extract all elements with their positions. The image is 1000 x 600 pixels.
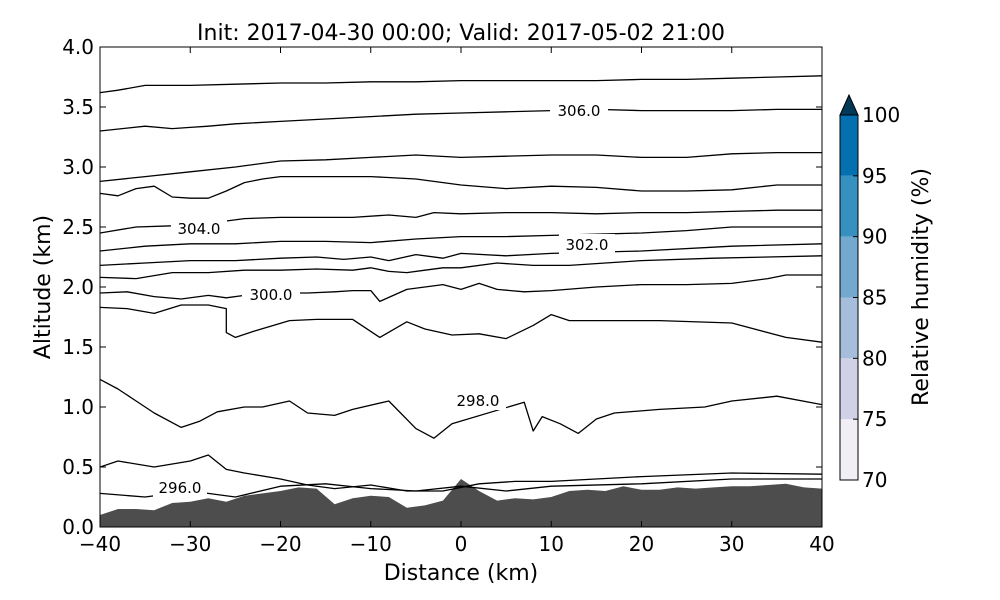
x-tick-label: −10 (350, 532, 392, 556)
contour-label-296: 296.0 (159, 479, 202, 497)
y-tick-label: 0.0 (62, 515, 94, 539)
plot-area: 306.0 304.0 302.0 300.0 298.0 296.0 −40−… (62, 35, 835, 556)
chart-title: Init: 2017-04-30 00:00; Valid: 2017-05-0… (197, 21, 725, 46)
isentrope-line-4 (100, 274, 822, 303)
x-tick-label: 30 (719, 532, 744, 556)
colorbar-segment (840, 419, 858, 480)
colorbar-segment (840, 358, 858, 420)
contour-labels: 306.0 304.0 302.0 300.0 298.0 296.0 (153, 100, 615, 497)
isentrope-line-9 (100, 175, 822, 199)
y-axis: 0.0 0.5 1.0 1.5 2.0 2.5 3.0 3.5 4.0 (62, 35, 822, 539)
x-tick-label: 10 (539, 532, 564, 556)
colorbar-tick-label: 70 (862, 468, 887, 492)
contour-label-302: 302.0 (566, 236, 609, 254)
y-axis-label: Altitude (km) (31, 215, 56, 359)
x-tick-label: −20 (259, 532, 301, 556)
y-tick-label: 2.0 (62, 275, 94, 299)
contour-label-298: 298.0 (457, 392, 500, 410)
isentrope-line-12 (100, 75, 822, 94)
contour-label-304: 304.0 (178, 220, 221, 238)
x-tick-label: −40 (79, 532, 121, 556)
isentrope-line-1 (100, 454, 822, 492)
colorbar-label: Relative humidity (%) (909, 168, 934, 406)
y-tick-label: 1.5 (62, 335, 94, 359)
isentrope-line-7 (100, 226, 822, 252)
colorbar: 70 75 80 85 90 95 100 (839, 93, 900, 492)
x-tick-label: 40 (809, 532, 834, 556)
isentrope-lines (100, 75, 822, 498)
y-tick-label: 0.5 (62, 455, 94, 479)
colorbar-tick-label: 100 (862, 103, 900, 127)
y-tick-label: 3.0 (62, 155, 94, 179)
colorbar-segment (840, 175, 858, 237)
colorbar-segment (840, 236, 858, 298)
isentrope-line-3 (100, 304, 822, 343)
y-tick-label: 2.5 (62, 215, 94, 239)
x-axis-label: Distance (km) (384, 561, 539, 586)
colorbar-tick-label: 90 (862, 225, 887, 249)
y-tick-label: 1.0 (62, 395, 94, 419)
colorbar-tick-label: 95 (862, 164, 887, 188)
colorbar-tick-label: 75 (862, 407, 887, 431)
isentrope-line-10 (100, 151, 822, 183)
x-tick-label: 0 (455, 532, 468, 556)
isentrope-line-6 (100, 243, 822, 267)
y-tick-label: 3.5 (62, 95, 94, 119)
isentrope-line-11 (100, 108, 822, 132)
x-axis: −40 −30 −20 −10 0 10 20 30 40 (79, 47, 835, 556)
colorbar-extend-arrow (839, 93, 859, 116)
colorbar-tick-label: 85 (862, 286, 887, 310)
terrain-fill (100, 479, 822, 527)
contour-label-306: 306.0 (558, 102, 601, 120)
y-tick-label: 4.0 (62, 35, 94, 59)
colorbar-segment (840, 297, 858, 359)
colorbar-tick-label: 80 (862, 346, 887, 370)
isentrope-line-5 (100, 255, 822, 280)
x-tick-label: −30 (169, 532, 211, 556)
x-tick-label: 20 (629, 532, 654, 556)
isentrope-line-2 (100, 378, 822, 439)
colorbar-segment (840, 115, 858, 176)
contour-label-300: 300.0 (250, 286, 293, 304)
